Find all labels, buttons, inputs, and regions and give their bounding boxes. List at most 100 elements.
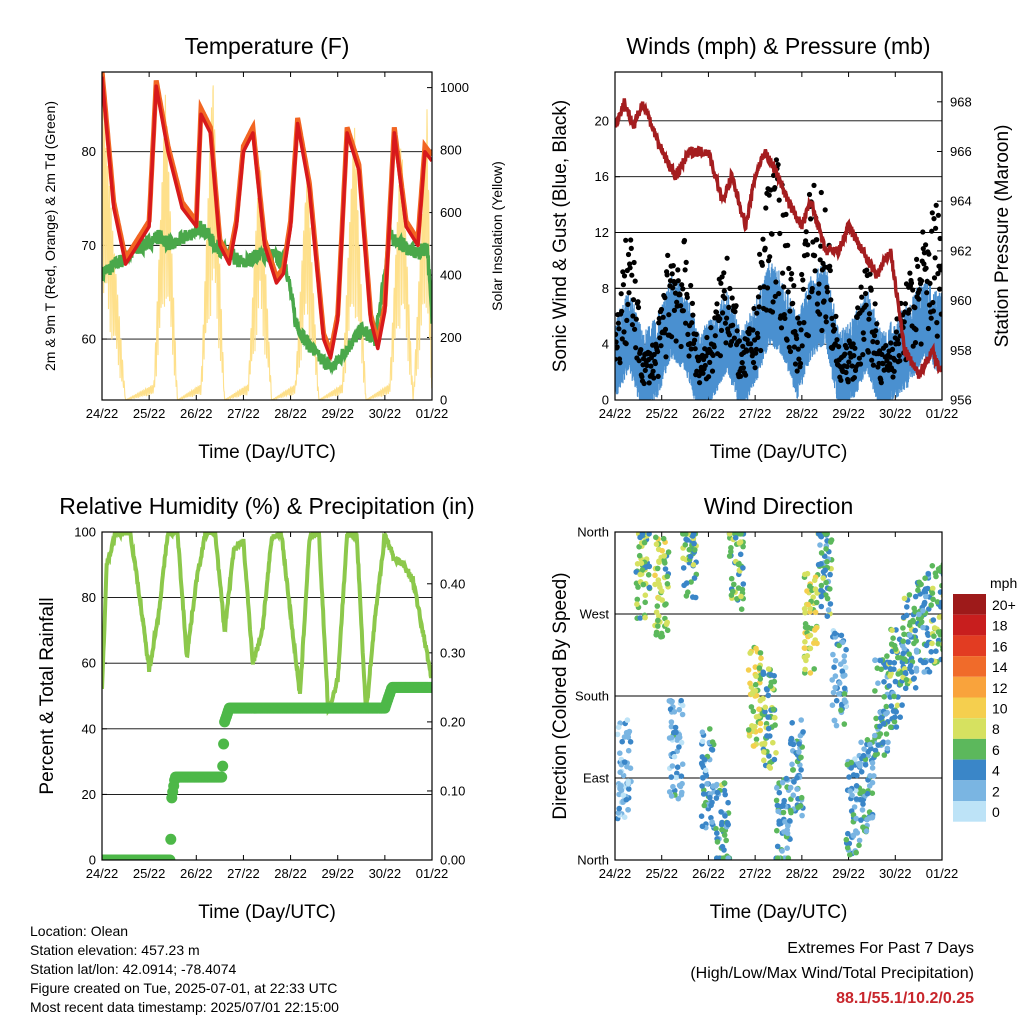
direction-point [910, 618, 917, 625]
gust-point [670, 285, 676, 291]
gust-point [680, 286, 686, 292]
direction-point [683, 580, 690, 586]
x-tick-label: 27/22 [227, 866, 260, 881]
gust-point [758, 347, 764, 354]
direction-point [929, 563, 936, 569]
figure-created: Figure created on Tue, 2025-07-01, at 22… [30, 980, 338, 996]
gust-point [674, 299, 680, 305]
gust-point [861, 336, 867, 342]
gust-point [750, 327, 756, 333]
gust-point [652, 360, 659, 367]
legend-swatch [953, 676, 986, 698]
direction-point [668, 774, 675, 780]
gust-point [621, 273, 628, 279]
direction-point [883, 711, 889, 717]
series-gust [615, 157, 942, 387]
gust-point [696, 373, 702, 379]
gust-point [662, 326, 669, 332]
precip-point [218, 738, 230, 750]
gust-point [816, 281, 822, 287]
direction-point [877, 731, 884, 737]
gust-point [740, 365, 747, 371]
gust-point [718, 280, 724, 286]
direction-point [760, 671, 767, 677]
recent-timestamp: Most recent data timestamp: 2025/07/01 2… [30, 999, 339, 1015]
gust-point [722, 295, 728, 301]
direction-point [784, 830, 791, 837]
direction-point [903, 677, 910, 683]
direction-point [736, 540, 743, 546]
gust-point [878, 380, 884, 386]
gust-point [669, 334, 675, 340]
gust-point [633, 345, 639, 351]
direction-point [721, 832, 728, 838]
direction-point [635, 584, 641, 590]
direction-point [869, 790, 876, 796]
direction-point [887, 659, 893, 666]
direction-point [778, 803, 785, 810]
gust-point [934, 333, 940, 339]
gust-point [832, 326, 838, 332]
gust-point [766, 258, 772, 264]
direction-point [845, 830, 851, 837]
precip-point [216, 771, 228, 783]
gust-point [912, 305, 918, 311]
direction-point [921, 669, 927, 675]
direction-point [637, 571, 643, 578]
gust-point [871, 332, 878, 339]
direction-point [653, 609, 660, 615]
gust-point [641, 380, 647, 387]
direction-point [846, 774, 852, 780]
x-tick-label: 27/22 [739, 406, 772, 421]
gust-point [700, 370, 706, 376]
extremes-panel: Extremes For Past 7 Days (High/Low/Max W… [690, 936, 974, 1011]
gust-point [929, 210, 935, 216]
gust-point [697, 380, 703, 386]
direction-point [881, 694, 887, 700]
direction-point [645, 572, 652, 578]
gust-point [673, 338, 679, 344]
direction-point [789, 761, 795, 768]
direction-point [872, 732, 878, 739]
temperature-marks [102, 72, 432, 400]
legend-label: 4 [992, 763, 1000, 779]
direction-point [751, 743, 757, 749]
direction-point [880, 740, 886, 746]
direction-point [621, 814, 628, 820]
gust-point [617, 360, 623, 366]
gust-point [843, 369, 849, 376]
gust-point [656, 320, 662, 326]
direction-point [642, 614, 648, 621]
direction-point [869, 760, 876, 766]
direction-point [671, 753, 678, 760]
y-tick-label: West [580, 607, 610, 622]
direction-point [873, 715, 879, 722]
direction-point [814, 640, 820, 647]
direction-point [756, 706, 762, 712]
direction-point [832, 673, 839, 679]
direction-point [753, 673, 759, 679]
gust-point [913, 327, 919, 333]
gust-point [890, 374, 896, 380]
gust-point [719, 274, 725, 280]
direction-point [627, 739, 634, 745]
direction-point [906, 651, 912, 657]
gust-point [781, 284, 787, 290]
gust-point [657, 335, 663, 341]
gust-point [933, 225, 939, 231]
extremes-subtitle: (High/Low/Max Wind/Total Precipitation) [690, 965, 974, 982]
gust-point [753, 350, 759, 356]
direction-point [889, 627, 895, 633]
direction-point [858, 739, 864, 746]
gust-point [644, 362, 650, 369]
y-tick-label: 70 [82, 238, 96, 253]
gust-point [739, 360, 745, 366]
direction-point [820, 569, 827, 575]
gust-point [799, 343, 805, 349]
direction-point [807, 670, 814, 676]
direction-point [853, 815, 859, 822]
direction-point [699, 823, 706, 830]
direction-point [758, 655, 764, 661]
gust-point [791, 283, 797, 289]
gust-point [615, 344, 620, 350]
